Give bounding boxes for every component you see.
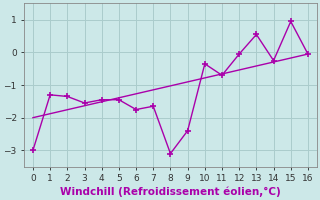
X-axis label: Windchill (Refroidissement éolien,°C): Windchill (Refroidissement éolien,°C) [60, 186, 281, 197]
